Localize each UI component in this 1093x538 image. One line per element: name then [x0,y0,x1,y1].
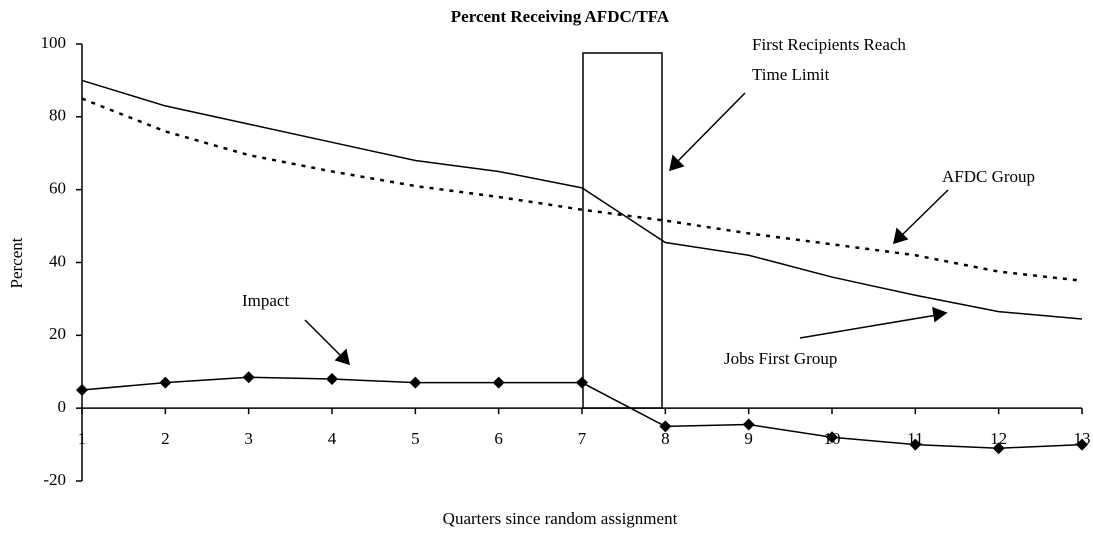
marker [742,418,755,431]
marker [826,431,838,444]
y-tick-label: 80 [49,106,66,125]
x-tick-label: 5 [411,429,420,448]
marker [659,420,672,433]
legend-label: Impact [242,291,289,310]
x-tick-label: 12 [990,429,1007,448]
arrowhead [892,227,909,245]
marker [409,376,422,389]
y-axis-label: Percent [7,237,26,288]
annotation: Time Limit [752,65,830,84]
y-tick-label: 100 [41,33,67,52]
x-tick-label: 1 [78,429,87,448]
legend-label: AFDC Group [942,167,1035,186]
y-tick-label: 20 [49,324,66,343]
arrow [899,189,949,238]
x-tick-label: 8 [661,429,670,448]
marker [1076,438,1088,451]
marker [76,383,88,396]
x-axis-label: Quarters since random assignment [443,509,678,528]
x-tick-label: 3 [244,429,253,448]
marker [992,442,1005,455]
x-tick-label: 9 [744,429,753,448]
time-limit-box [582,52,663,409]
chart-title: Percent Receiving AFDC/TFA [451,7,670,26]
marker [242,371,255,384]
y-tick-label: 40 [49,251,66,270]
arrowhead [932,306,948,323]
marker [159,376,172,389]
legend-label: Jobs First Group [724,349,837,368]
y-tick-label: 0 [58,397,67,416]
x-tick-label: 4 [328,429,337,448]
line-1 [81,97,1083,282]
annotation: First Recipients Reach [752,35,906,54]
y-tick-label: 60 [49,179,66,198]
y-tick-label: -20 [43,470,66,489]
marker [326,373,338,386]
x-tick-label: 6 [494,429,503,448]
arrowhead [668,154,685,172]
marker [576,376,588,389]
arrow [799,314,938,339]
marker [492,376,505,389]
arrow [675,92,746,164]
line-0 [81,79,1083,320]
x-tick-label: 7 [578,429,587,448]
x-tick-label: 2 [161,429,170,448]
arrowhead [334,348,351,366]
arrow [304,319,344,359]
marker [909,438,922,451]
arrows [304,92,949,366]
